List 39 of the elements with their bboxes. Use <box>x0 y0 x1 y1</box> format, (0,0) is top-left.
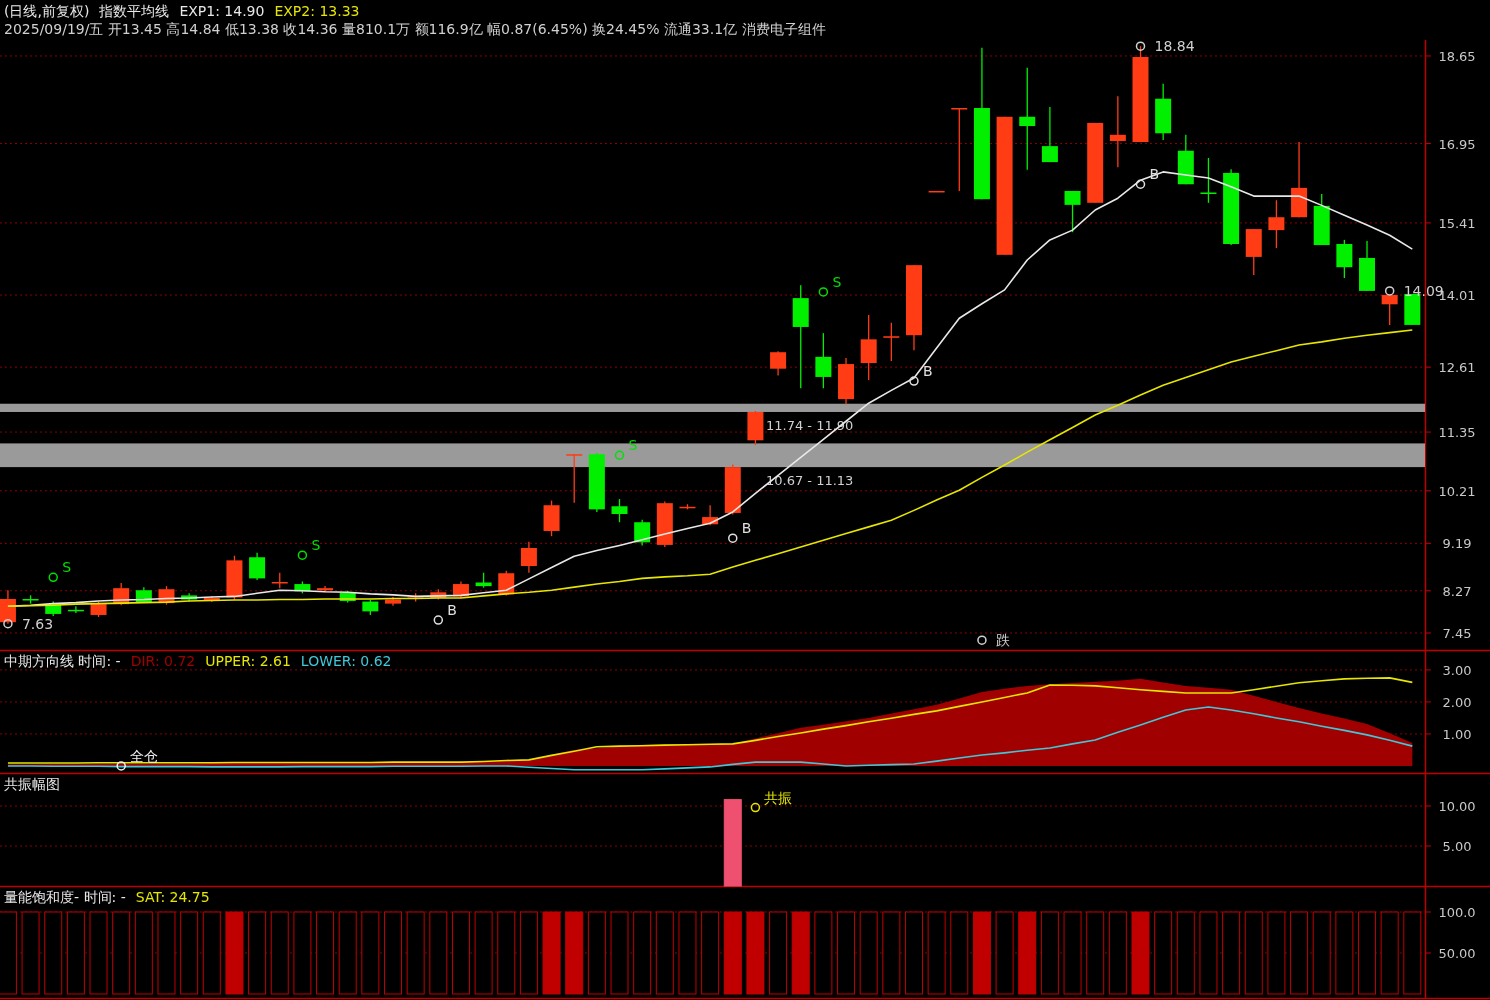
y-tick-label: 3.00 <box>1442 662 1472 678</box>
y-tick-label: 12.61 <box>1438 360 1476 376</box>
text: UPPER: 2.61 <box>205 653 291 669</box>
data-label: 跌 <box>995 632 1010 649</box>
y-tick-label: 5.00 <box>1442 839 1472 854</box>
y-tick-label: 50.00 <box>1438 945 1476 961</box>
text: EXP1: 14.90 <box>179 3 265 19</box>
chart-subtitle: 2025/09/19/五 开13.45 高14.84 低13.38 收14.36 量810.1万 额116.9亿 幅0.87(6.45%) 换24.45% 流通33.1亿 消费电子组件 <box>4 21 826 37</box>
y-tick-label: 100.0 <box>1438 905 1476 920</box>
y-tick-label: 10.21 <box>1438 483 1476 499</box>
y-tick-label: 9.19 <box>1442 536 1472 552</box>
chart-title: 量能饱和度- 时间: - <box>4 889 126 905</box>
chart-title: (日线,前复权) <box>4 3 90 19</box>
text: DIR: 0.72 <box>130 653 196 669</box>
chart-title: 中期方向线 时间: - <box>4 653 121 669</box>
data-label: S <box>832 273 842 290</box>
y-tick-label: 18.65 <box>1438 48 1476 64</box>
y-tick-label: 8.27 <box>1442 583 1472 599</box>
data-label: B <box>922 363 933 380</box>
data-label: 共振 <box>764 789 793 806</box>
legend-title: 指数平均线 <box>98 3 170 19</box>
y-tick-label: 15.41 <box>1438 215 1476 231</box>
text: EXP2: 13.33 <box>274 3 360 19</box>
y-tick-label: 1.00 <box>1442 726 1472 742</box>
y-tick-label: 16.95 <box>1438 136 1476 152</box>
data-label: S <box>311 537 321 554</box>
data-label: 18.84 <box>1154 38 1195 55</box>
y-tick-label: 10.00 <box>1438 799 1476 814</box>
y-tick-label: 7.45 <box>1442 626 1472 641</box>
y-tick-label: 11.35 <box>1438 425 1476 441</box>
annotation: SAT: 24.75 <box>135 889 210 905</box>
data-label: B <box>741 520 752 537</box>
data-label: 7.63 <box>21 615 54 632</box>
data-label: S <box>62 559 72 576</box>
y-tick-label: 2.00 <box>1442 694 1472 710</box>
data-label: 全仓 <box>130 747 159 764</box>
chart-title: 共振幅图 <box>4 776 60 792</box>
data-label: B <box>447 602 457 619</box>
text: LOWER: 0.62 <box>300 653 392 669</box>
